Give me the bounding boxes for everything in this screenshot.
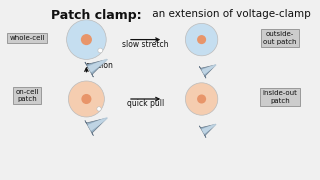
Text: an extension of voltage-clamp: an extension of voltage-clamp (149, 9, 311, 19)
Polygon shape (85, 59, 107, 77)
Polygon shape (199, 124, 216, 138)
Circle shape (197, 35, 206, 44)
Circle shape (97, 107, 101, 111)
Text: inside-out
patch: inside-out patch (263, 90, 297, 104)
Text: suction: suction (85, 61, 113, 70)
Polygon shape (85, 118, 107, 136)
Polygon shape (86, 58, 108, 75)
Polygon shape (199, 65, 216, 78)
Circle shape (81, 34, 92, 45)
Polygon shape (200, 123, 216, 136)
Circle shape (185, 83, 218, 115)
Polygon shape (200, 64, 216, 77)
Text: Patch clamp:: Patch clamp: (51, 9, 142, 22)
Circle shape (81, 94, 92, 104)
Text: whole-cell: whole-cell (10, 35, 45, 41)
Circle shape (98, 48, 103, 53)
Circle shape (185, 23, 218, 56)
Text: slow stretch: slow stretch (122, 40, 169, 49)
Text: outside-
out patch: outside- out patch (263, 31, 297, 44)
Circle shape (68, 81, 104, 117)
Text: on-cell
patch: on-cell patch (15, 89, 39, 102)
Text: quick pull: quick pull (127, 99, 164, 108)
Circle shape (67, 20, 106, 59)
Polygon shape (86, 117, 108, 134)
Circle shape (197, 94, 206, 103)
